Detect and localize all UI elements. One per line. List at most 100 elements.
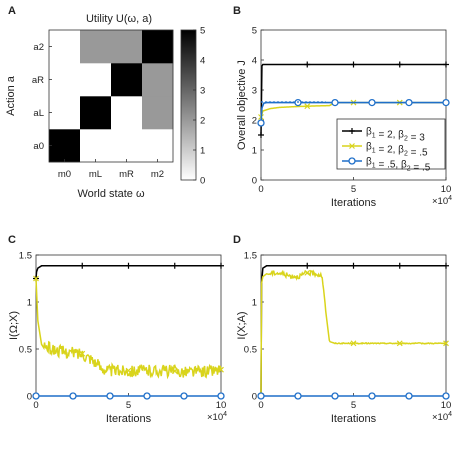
panel-c-info-omega-x: 0 5 10 0 0.5 1 1.5 Iterations I(Ω;X) ×104 xyxy=(8,251,227,426)
heat-ytick-label: aR xyxy=(32,75,44,86)
panel-c-series-0-marker xyxy=(218,262,224,269)
heat-cell-aL-mR xyxy=(111,96,143,130)
legend-marker xyxy=(349,128,355,134)
panel-d-xtick-label: 0 xyxy=(258,400,263,411)
panel-b-series-0-marker xyxy=(443,61,449,68)
panel-c-series-2-marker xyxy=(32,392,40,400)
panel-b-series-1-marker xyxy=(304,103,311,110)
heat-cell-aL-m2 xyxy=(142,96,174,130)
heat-xtick-label: m0 xyxy=(58,169,71,180)
panel-label-c: C xyxy=(8,234,16,246)
panel-c-ytick-label: 1 xyxy=(27,298,32,309)
legend: β1 = 2, β2 = 3β1 = 2, β2 = .5β1 = .5, β2… xyxy=(336,118,446,174)
heat-cell-a0-mR xyxy=(111,129,143,163)
legend-marker xyxy=(348,157,356,165)
colorbar-tick-label: 5 xyxy=(200,26,205,37)
panel-b-xtick-label: 10 xyxy=(441,184,452,195)
heat-cell-a0-m0 xyxy=(49,129,81,163)
heat-cell-a0-m2 xyxy=(142,129,174,163)
panel-label-a: A xyxy=(8,5,16,17)
panel-b-series-2-marker xyxy=(368,98,376,107)
panel-d-x-multiplier: ×104 xyxy=(432,411,452,423)
panel-d-series-0-marker xyxy=(350,262,357,269)
heat-ytick-label: a0 xyxy=(33,141,44,152)
panel-c-series-1-marker xyxy=(125,367,132,374)
panel-c-series-2-marker xyxy=(69,392,77,400)
panel-b-x-multiplier: ×104 xyxy=(432,195,452,207)
heat-cell-aR-mL xyxy=(80,63,112,97)
heat-cell-a2-m0 xyxy=(49,30,81,64)
legend-entry-1: β1 = 2, β2 = .5 xyxy=(366,142,428,159)
panel-d-ytick-label: 1 xyxy=(252,298,257,309)
panel-c-series-2-marker xyxy=(106,392,114,400)
panel-c-series-2-marker xyxy=(217,392,225,400)
panel-c-series-1-marker xyxy=(171,368,178,375)
panel-d-series-2-marker xyxy=(294,392,302,400)
panel-d-series-2-marker xyxy=(368,392,376,400)
panel-c-series-1-line xyxy=(35,278,222,380)
panel-c-x-multiplier: ×104 xyxy=(207,411,227,423)
panel-c-series-0-marker xyxy=(79,262,86,269)
panel-d-series-1-marker xyxy=(304,269,311,276)
panel-c-ytick-label: 1.5 xyxy=(19,251,32,262)
panel-d-ytick-label: 1.5 xyxy=(244,251,257,262)
panel-c-series-1-marker xyxy=(218,366,224,373)
heat-cell-a2-mL xyxy=(80,30,112,64)
panel-b-ytick-label: 3 xyxy=(252,86,257,97)
panel-label-b: B xyxy=(233,5,241,17)
panel-d-series-2-marker xyxy=(442,392,450,400)
panel-d-info-x-a: 0 5 10 0 0.5 1 1.5 Iterations I(X;A) ×104 xyxy=(236,251,452,426)
panel-b-ytick-label: 0 xyxy=(252,176,257,187)
legend-entry-2: β1 = .5, β2 = .5 xyxy=(366,157,431,174)
heat-cell-aR-m2 xyxy=(142,63,174,97)
panel-a-title: Utility U(ω, a) xyxy=(86,13,152,25)
panel-d-ylabel: I(X;A) xyxy=(236,311,248,339)
panel-c-ylabel: I(Ω;X) xyxy=(8,311,20,340)
heat-cell-aR-mR xyxy=(111,63,143,97)
panel-d-ytick-label: 0.5 xyxy=(244,345,257,356)
panel-c-series-2-marker xyxy=(180,392,188,400)
panel-d-series-0-marker xyxy=(304,262,311,269)
heat-ytick-label: aL xyxy=(33,108,44,119)
panel-b-ytick-label: 4 xyxy=(252,56,257,67)
panel-c-xlabel: Iterations xyxy=(106,413,152,425)
panel-d-series-2-marker xyxy=(257,392,265,400)
panel-d-xlabel: Iterations xyxy=(331,413,377,425)
heat-cell-aL-m0 xyxy=(49,96,81,130)
colorbar-tick-label: 0 xyxy=(200,176,205,187)
panel-d-series-2-marker xyxy=(331,392,339,400)
heat-xtick-label: m2 xyxy=(151,169,164,180)
heat-cell-aL-mL xyxy=(80,96,112,130)
panel-d-series-1-marker xyxy=(443,340,449,347)
panel-d-series-0-line xyxy=(260,264,446,397)
panel-b-ytick-label: 1 xyxy=(252,146,257,157)
heat-xtick-label: mL xyxy=(89,169,102,180)
panel-b-objective: 0 5 10 0 1 2 3 4 5 Iterations Overall objective J ×… xyxy=(236,26,452,210)
panel-d-ytick-label: 0 xyxy=(252,392,257,403)
panel-d-xtick-label: 5 xyxy=(351,400,356,411)
panel-c-ytick-label: 0 xyxy=(27,392,32,403)
colorbar-tick-label: 3 xyxy=(200,86,205,97)
panel-a-xlabel: World state ω xyxy=(77,188,144,200)
panel-b-ytick-label: 2 xyxy=(252,116,257,127)
legend-entry-0: β1 = 2, β2 = 3 xyxy=(366,127,425,144)
panel-b-series-0-marker xyxy=(396,61,403,68)
legend-marker xyxy=(349,143,355,149)
heat-cell-aR-m0 xyxy=(49,63,81,97)
panel-b-series-2-marker xyxy=(442,98,450,107)
panel-d-series-1-line xyxy=(260,269,447,397)
colorbar-tick-label: 2 xyxy=(200,116,205,127)
panel-d-series-0-marker xyxy=(443,262,449,269)
panel-c-series-0-marker xyxy=(171,262,178,269)
heat-ytick-label: a2 xyxy=(33,42,44,53)
panel-d-series-1-marker xyxy=(350,340,357,347)
panel-a-frame xyxy=(48,29,174,163)
colorbar-tick-label: 1 xyxy=(200,146,205,157)
panel-a-heatmap: Utility U(ω, a) m0 mL mR m2 a0 aL aR a2 World … xyxy=(5,13,205,200)
panel-c-xtick-label: 0 xyxy=(33,400,38,411)
panel-c-ytick-label: 0.5 xyxy=(19,345,32,356)
colorbar xyxy=(180,29,197,181)
panel-b-ytick-label: 5 xyxy=(252,26,257,37)
panel-b-xlabel: Iterations xyxy=(331,197,377,209)
